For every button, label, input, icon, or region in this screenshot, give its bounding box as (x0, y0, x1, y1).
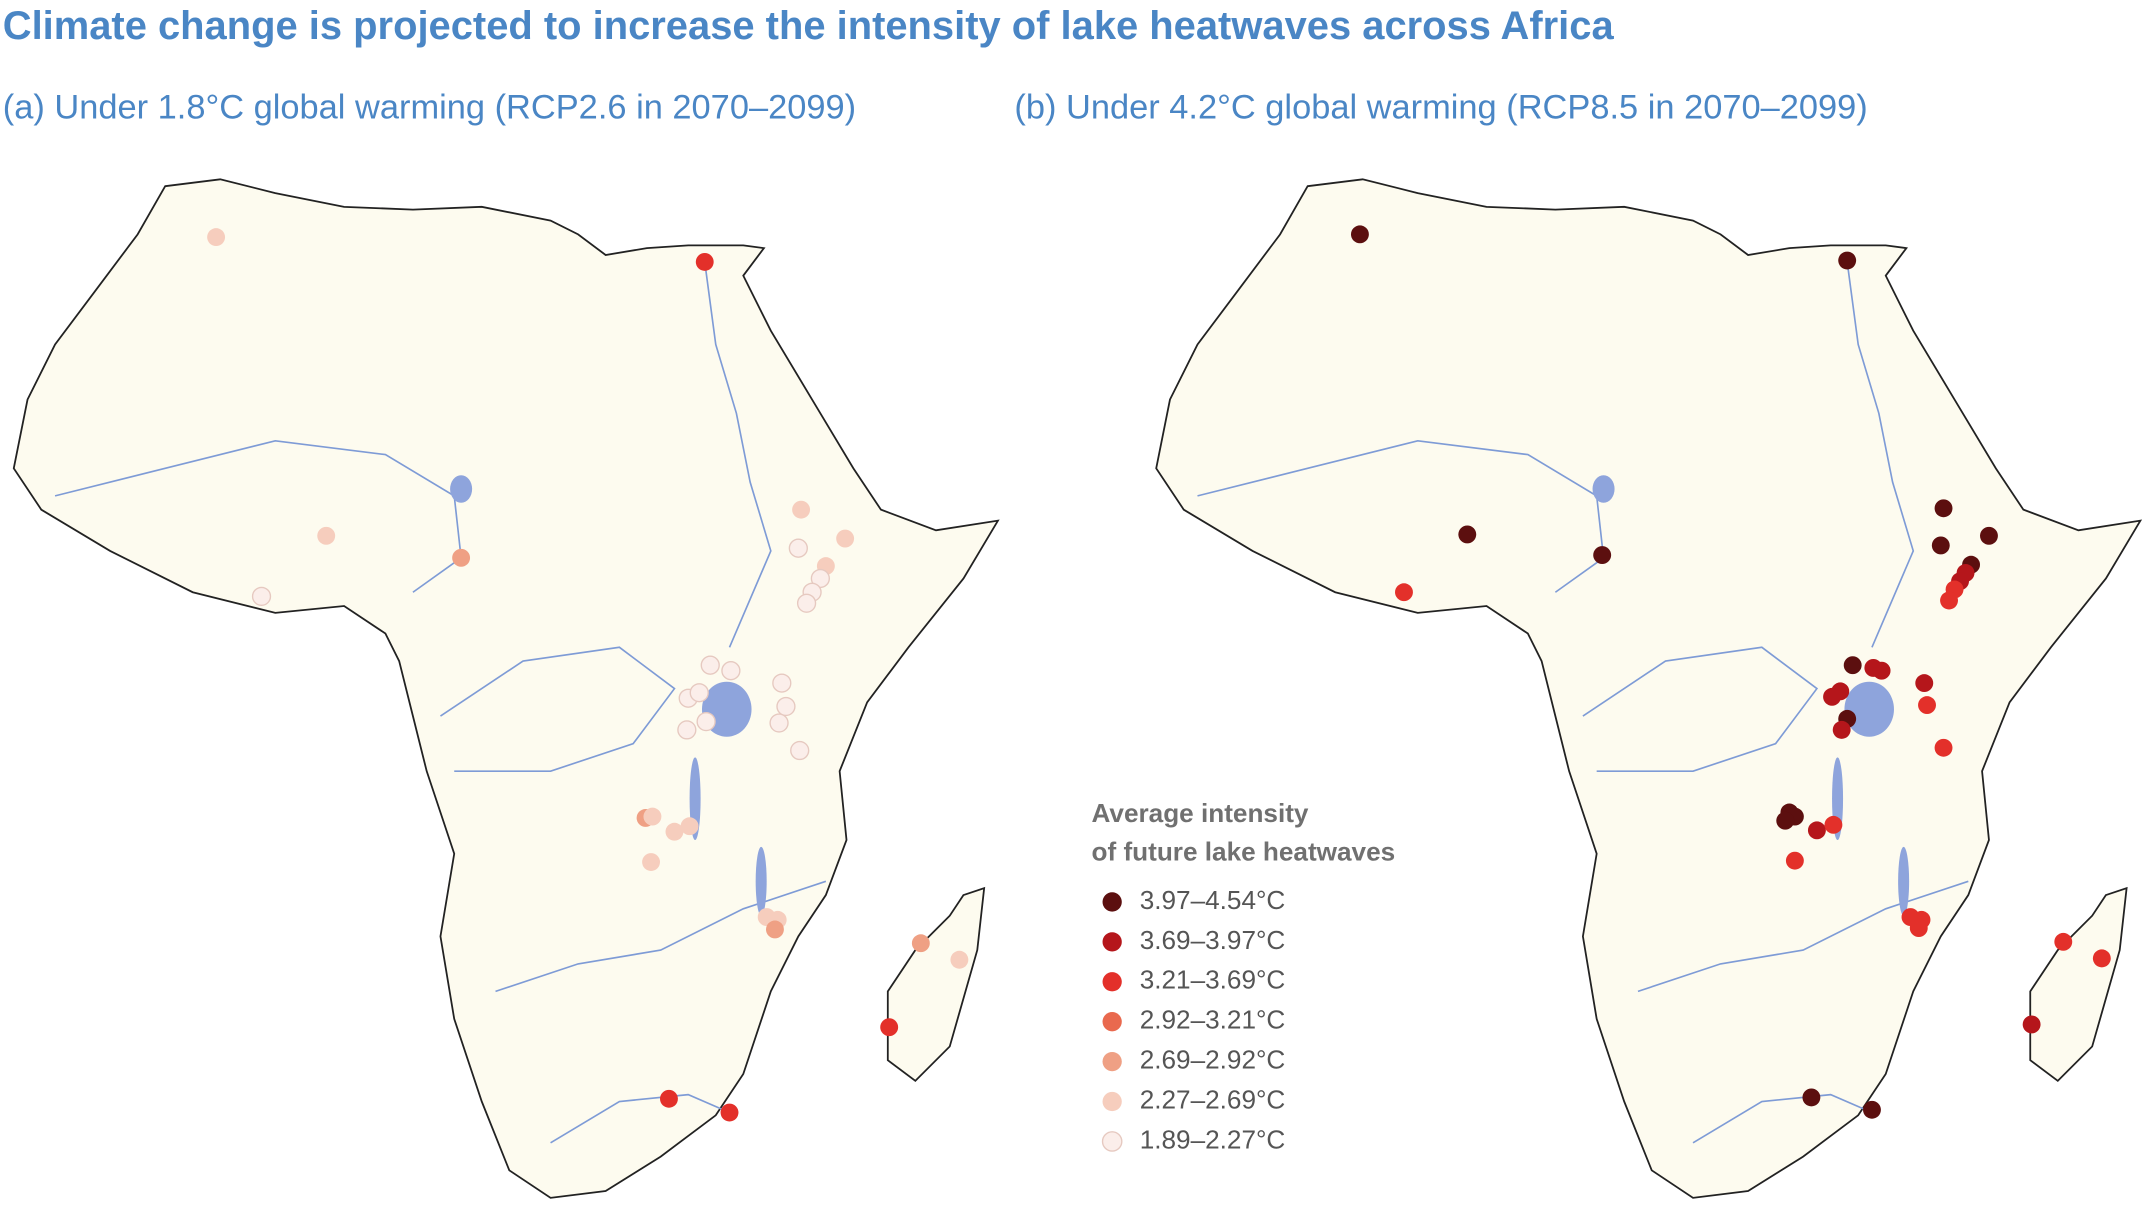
lake-dot (2092, 949, 2111, 968)
lake-dot (721, 661, 741, 681)
lake-dot (643, 807, 662, 826)
river (495, 880, 827, 993)
legend-label: 2.69–2.92°C (1140, 1045, 1286, 1075)
lake-dot (1918, 696, 1936, 715)
lake-dot (765, 920, 784, 939)
legend-swatch (1102, 972, 1122, 992)
river (550, 1093, 730, 1144)
lake-dot (1593, 546, 1612, 565)
lake-dot (1909, 919, 1928, 938)
river (1637, 880, 1969, 993)
lake-dot (642, 853, 661, 871)
lake-dot (769, 713, 789, 733)
lake-dot (452, 548, 471, 567)
lake-dot (680, 817, 699, 836)
lake-dot (2054, 932, 2073, 951)
lake-dot (1823, 687, 1841, 706)
lake-dot (1824, 815, 1843, 834)
lake-dot (796, 593, 817, 613)
lake-dot (1807, 821, 1826, 840)
lake-victoria (1844, 681, 1894, 737)
lake-dot (251, 586, 272, 606)
legend-label: 3.21–3.69°C (1140, 965, 1286, 995)
title: Climate change is projected to increase … (3, 4, 1615, 48)
lake-dot (1980, 526, 1998, 545)
lake-malawi (1898, 846, 1910, 916)
lake-dot (1872, 661, 1891, 680)
maps (12, 178, 2143, 1199)
lake-dot (2022, 1015, 2041, 1034)
lake-dot (1802, 1088, 1821, 1107)
legend-label: 1.89–2.27°C (1140, 1124, 1286, 1154)
map-panel (12, 178, 1000, 1199)
legend-title: of future lake heatwaves (1092, 837, 1396, 867)
legend: Average intensity of future lake heatwave… (1092, 798, 1396, 1154)
legend-swatch (1101, 1131, 1123, 1152)
lake-dot (836, 529, 855, 548)
lake-dot (665, 822, 684, 841)
river (440, 646, 676, 772)
lake-dot (660, 1089, 678, 1108)
madagascar-land (886, 886, 986, 1083)
lake-malawi (755, 846, 767, 916)
legend-swatch (1102, 932, 1122, 952)
lake-dot (1350, 225, 1369, 244)
river (703, 261, 772, 648)
lake-dot (1843, 656, 1862, 675)
africa-land (12, 178, 1000, 1199)
madagascar-land (2029, 886, 2128, 1083)
lake-dot (677, 720, 697, 740)
lake-dot (880, 1018, 899, 1037)
map-panel (1155, 178, 2143, 1199)
lake-dot (790, 740, 810, 761)
lake-dot (788, 538, 808, 558)
lake-dot (1832, 720, 1851, 739)
africa-land (1155, 178, 2143, 1199)
lake-dot (911, 934, 930, 953)
legend-label: 2.92–3.21°C (1140, 1005, 1286, 1035)
lake-dot (1931, 536, 1950, 555)
river (1692, 1093, 1873, 1144)
legend-swatch (1102, 1091, 1122, 1112)
legend-swatch (1102, 892, 1122, 912)
lake-dot (700, 655, 720, 675)
legend-swatch (1102, 1012, 1122, 1032)
lake-dot (772, 673, 792, 693)
lake-dot (1458, 525, 1477, 544)
lake-dot (776, 696, 796, 717)
panel-subtitle: (a) Under 1.8°C global warming (RCP2.6 i… (3, 89, 856, 127)
river (1846, 261, 1915, 648)
lake-dot (1785, 851, 1804, 870)
legend-label: 3.97–4.54°C (1140, 885, 1286, 915)
panel-subtitle: (b) Under 4.2°C global warming (RCP8.5 i… (1014, 89, 1867, 127)
lake-dot (695, 252, 714, 271)
lake-dot (1934, 499, 1953, 518)
lake-dot (1776, 811, 1795, 830)
legend-label: 2.27–2.69°C (1140, 1084, 1286, 1114)
lake-dot (1395, 583, 1413, 602)
lake-dot (1863, 1100, 1881, 1119)
lake-chad (450, 475, 473, 503)
lake-dot (1838, 251, 1857, 270)
lake-dot (1915, 674, 1934, 693)
lake-dot (696, 711, 716, 732)
lake-dot (317, 526, 336, 545)
lake-dot (720, 1103, 739, 1122)
lake-dot (689, 683, 709, 703)
legend-swatch (1102, 1051, 1122, 1072)
river (1582, 646, 1819, 772)
lake-chad (1592, 475, 1615, 503)
lake-dot (1934, 738, 1953, 757)
lake-dot (207, 228, 226, 247)
lake-dot (1940, 591, 1958, 610)
legend-label: 3.69–3.97°C (1140, 925, 1286, 955)
lake-dot (950, 950, 969, 969)
legend-title: Average intensity (1092, 798, 1309, 828)
lake-dot (792, 500, 811, 519)
